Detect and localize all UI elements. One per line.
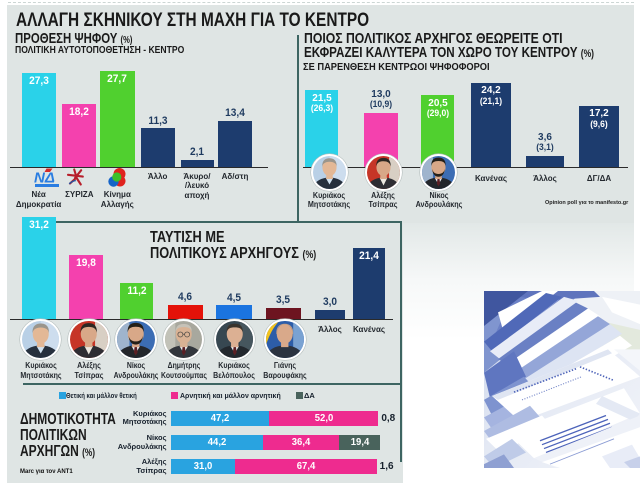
svg-text:ΝΔ: ΝΔ xyxy=(34,170,55,187)
